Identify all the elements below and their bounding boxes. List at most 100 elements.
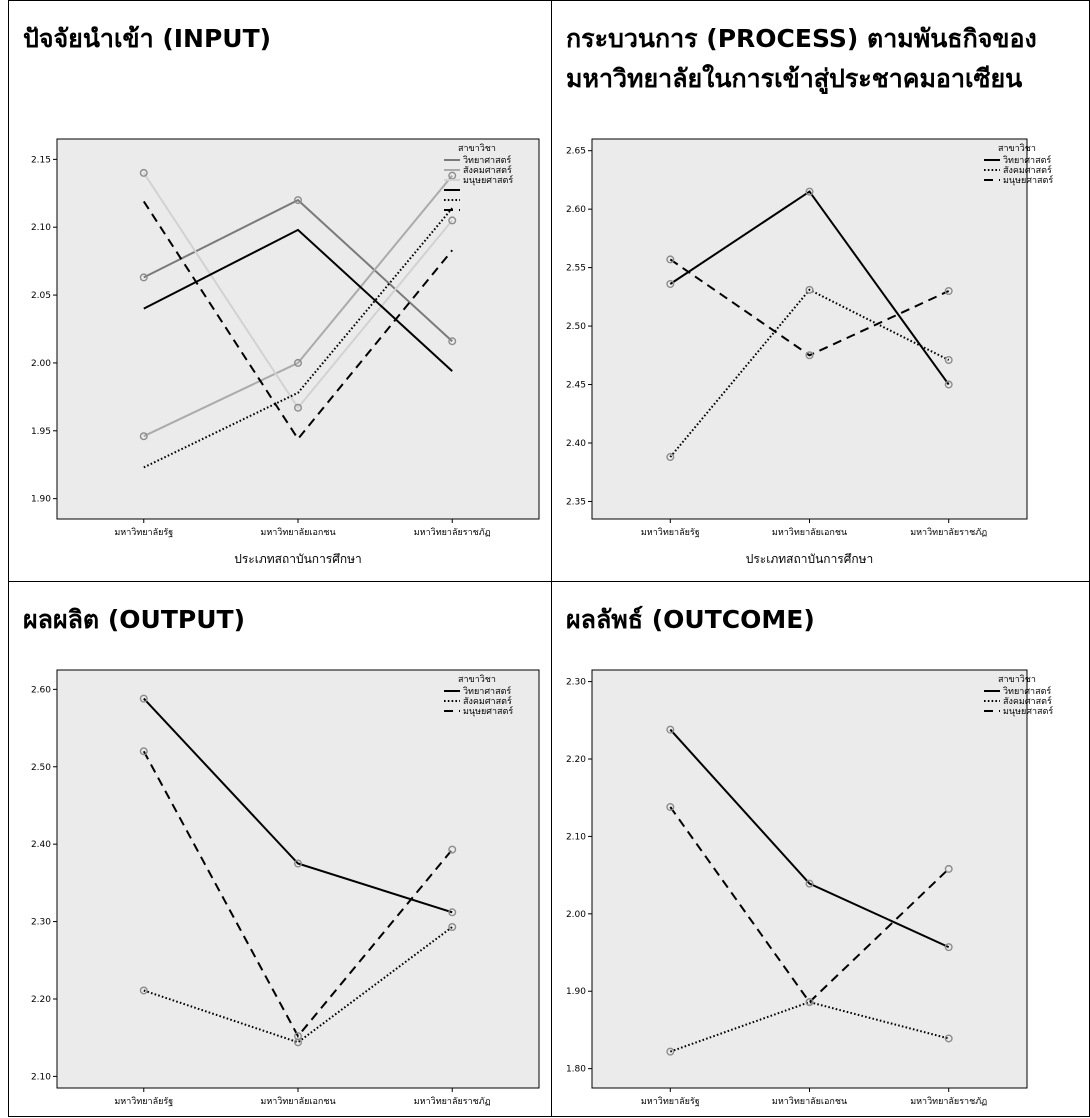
data-point [666,803,675,812]
y-tick-label: 2.50 [31,763,51,773]
y-tick-label: 1.80 [566,1065,586,1075]
plot-area [56,669,540,1089]
legend-entry: วิทยาศาสตร์ [463,685,511,697]
data-point [805,351,814,360]
y-tick-label: 2.50 [566,322,586,332]
data-point [448,922,457,931]
series-line [669,728,950,949]
x-tick-label: มหาวิทยาลัยราชภัฏ [910,527,987,538]
legend-entry: วิทยาศาสตร์ [1003,685,1051,697]
data-point [666,255,675,264]
y-tick-label: 1.95 [31,427,51,437]
y-tick-label: 2.65 [566,147,586,157]
panel-process: กระบวนการ (PROCESS) ตามพันธกิจของมหาวิทย… [551,0,1090,582]
data-point [139,747,148,756]
y-tick-label: 2.40 [31,840,51,850]
legend-title: สาขาวิชา [458,674,496,685]
legend-title: สาขาวิชา [998,674,1036,685]
panel-input: ปัจจัยนำเข้า (INPUT) 1.90 1.95 2.00 2.05 2.1… [8,0,552,582]
y-tick-label: 2.00 [31,359,51,369]
series-line [669,190,950,386]
data-point [294,1032,303,1041]
x-tick-label: มหาวิทยาลัยเอกชน [260,1096,335,1107]
series-line [143,207,453,469]
x-tick-label: มหาวิทยาลัยรัฐ [641,1096,700,1107]
series-line [669,288,950,458]
x-tick-label: มหาวิทยาลัยรัฐ [641,527,700,538]
y-tick-label: 1.90 [31,495,51,505]
x-axis-title: ประเภทสถาบันการศึกษา [746,552,874,566]
data-point [139,273,148,282]
data-point [944,943,953,952]
panel-title: ผลผลิต (OUTPUT) [23,605,246,634]
data-point [448,908,457,917]
data-point [139,986,148,995]
y-tick-label: 2.60 [566,205,586,215]
legend-title: สาขาวิชา [458,143,496,154]
legend-title: สาขาวิชา [998,143,1036,154]
data-point [805,187,814,196]
data-point [944,355,953,364]
data-point [944,864,953,873]
y-tick-label: 2.60 [31,685,51,695]
series-line [669,258,950,357]
x-tick-label: มหาวิทยาลัยราชภัฏ [910,1096,987,1107]
panel-outcome: ผลลัพธ์ (OUTCOME) 1.80 1.90 2.00 2.10 2.20 2.… [551,581,1090,1117]
data-point [944,380,953,389]
data-point [805,285,814,294]
legend-entry: วิทยาศาสตร์ [463,154,511,166]
y-tick-label: 2.40 [566,439,586,449]
data-point [448,216,457,225]
legend-entry: สังคมศาสตร์ [463,695,512,707]
data-point [666,453,675,462]
x-tick-label: มหาวิทยาลัยรัฐ [114,527,173,538]
data-point [139,168,148,177]
data-point [448,171,457,180]
chart-outcome: 1.80 1.90 2.00 2.10 2.20 2.30 มหาวิทยาลัยรัฐ มห… [566,669,1053,1107]
plot-area [591,669,1028,1089]
legend-entry: สังคมศาสตร์ [1003,164,1052,176]
panel-title: ปัจจัยนำเข้า (INPUT) [23,24,272,53]
y-tick-label: 2.35 [566,497,586,507]
x-tick-label: มหาวิทยาลัยเอกชน [772,527,847,538]
plot-area [56,138,540,520]
legend-entry: สังคมศาสตร์ [463,164,512,176]
y-tick-label: 2.10 [31,223,51,233]
data-point [294,859,303,868]
data-point [666,1047,675,1056]
chart-input: 1.90 1.95 2.00 2.05 2.10 2.15 มหาวิทยาลัยรัฐ มห… [31,138,540,566]
data-point [448,337,457,346]
data-point [139,432,148,441]
panel-title: กระบวนการ (PROCESS) ตามพันธกิจของมหาวิทย… [566,24,1037,93]
y-tick-label: 2.20 [31,995,51,1005]
x-tick-label: มหาวิทยาลัยราชภัฏ [414,527,491,538]
chart-process: 2.35 2.40 2.45 2.50 2.55 2.60 2.65 มหาวิทยาลัยร… [566,138,1053,566]
y-tick-label: 2.20 [566,755,586,765]
y-tick-label: 2.10 [31,1072,51,1082]
y-tick-label: 2.55 [566,264,586,274]
data-point [294,403,303,412]
x-tick-label: มหาวิทยาลัยรัฐ [114,1096,173,1107]
panel-output: ผลผลิต (OUTPUT) 2.10 2.20 2.30 2.40 2.50 2.60… [8,581,552,1117]
data-point [448,845,457,854]
panel-title: ผลลัพธ์ (OUTCOME) [566,605,815,634]
y-tick-label: 2.45 [566,381,586,391]
x-tick-label: มหาวิทยาลัยเอกชน [260,527,335,538]
data-point [666,725,675,734]
x-tick-label: มหาวิทยาลัยเอกชน [772,1096,847,1107]
x-tick-label: มหาวิทยาลัยราชภัฏ [414,1096,491,1107]
y-tick-label: 2.00 [566,910,586,920]
chart-output: 2.10 2.20 2.30 2.40 2.50 2.60 มหาวิทยาลัยรัฐ มห… [31,669,540,1107]
series-line [142,750,453,1038]
data-point [805,879,814,888]
y-tick-label: 2.05 [31,291,51,301]
legend-entry: มนุษยศาสตร์ [463,705,513,717]
data-point [666,279,675,288]
plot-area [591,138,1028,520]
series-line [669,806,950,1004]
data-point [944,1034,953,1043]
data-point [294,196,303,205]
y-tick-label: 2.30 [566,678,586,688]
series-line [143,697,453,914]
